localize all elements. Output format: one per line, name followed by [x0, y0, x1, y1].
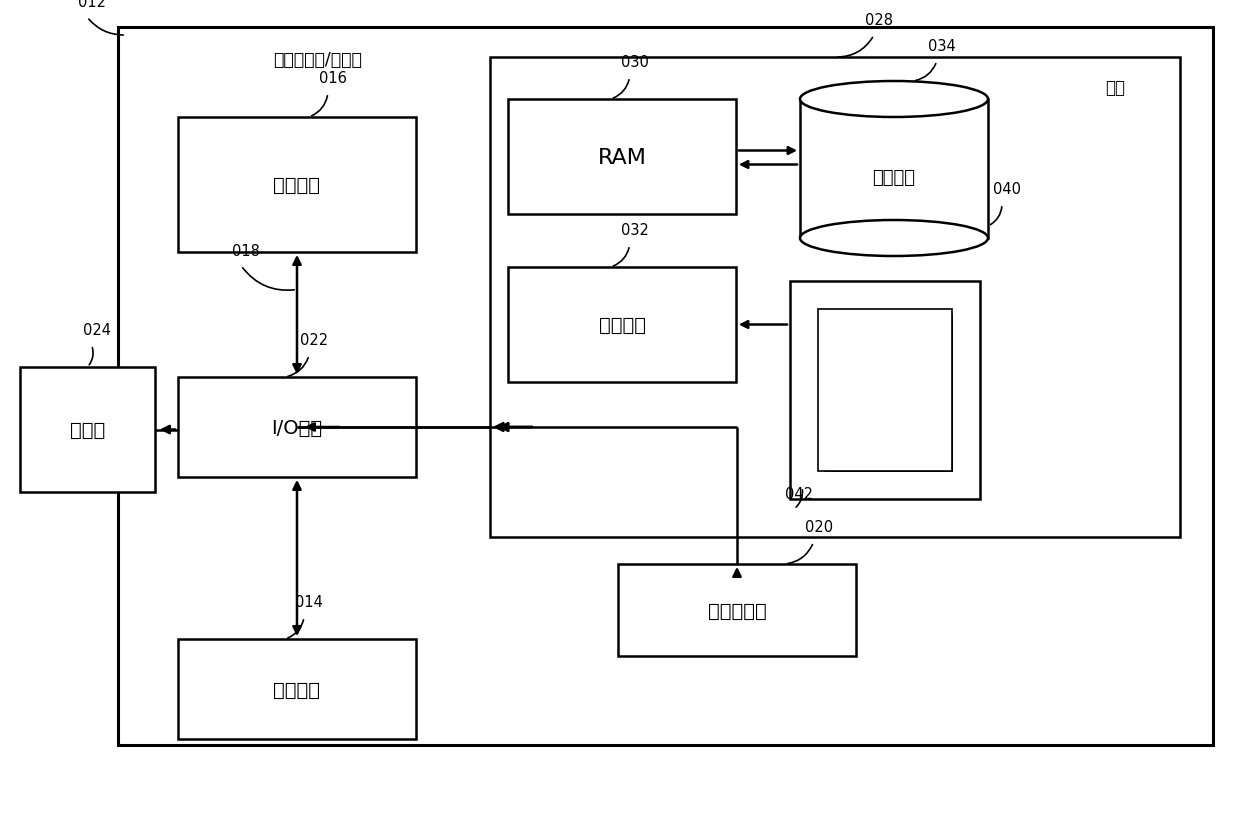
Text: 022: 022 [300, 333, 329, 348]
Bar [508, 99, 737, 215]
Bar [20, 368, 155, 492]
Text: 网络适配器: 网络适配器 [708, 601, 766, 619]
Bar [790, 282, 980, 499]
Bar [490, 58, 1180, 538]
Text: RAM: RAM [598, 147, 646, 167]
Text: 042: 042 [785, 487, 813, 502]
Bar [839, 328, 952, 472]
Bar [832, 322, 952, 472]
Text: 处理单元: 处理单元 [274, 176, 320, 195]
Text: 存储系统: 存储系统 [873, 168, 915, 186]
Text: 计算机系统/服务器: 计算机系统/服务器 [273, 51, 362, 69]
Bar [179, 118, 415, 252]
Text: 显示器: 显示器 [69, 421, 105, 440]
Text: 024: 024 [83, 323, 110, 338]
Text: 018: 018 [232, 243, 260, 258]
Bar [800, 99, 988, 239]
Bar [818, 309, 952, 472]
Text: 014: 014 [295, 594, 322, 609]
Text: 外部设备: 外部设备 [274, 680, 320, 699]
Ellipse shape [800, 221, 988, 257]
Text: 034: 034 [928, 39, 956, 54]
Bar [118, 28, 1213, 745]
Bar [825, 316, 952, 472]
Text: 内存: 内存 [1105, 79, 1125, 97]
Bar [618, 564, 856, 656]
Text: 032: 032 [620, 222, 649, 237]
Bar [508, 268, 737, 383]
Text: 高速缓存: 高速缓存 [599, 316, 646, 334]
Ellipse shape [800, 82, 988, 118]
Text: 030: 030 [620, 55, 649, 70]
Text: 020: 020 [805, 519, 833, 534]
Bar [179, 640, 415, 739]
Text: 016: 016 [319, 71, 347, 86]
Text: I/O接口: I/O接口 [272, 418, 322, 437]
Text: 028: 028 [866, 13, 893, 28]
Text: 012: 012 [78, 0, 105, 10]
Text: 040: 040 [993, 181, 1021, 196]
Bar [179, 378, 415, 477]
